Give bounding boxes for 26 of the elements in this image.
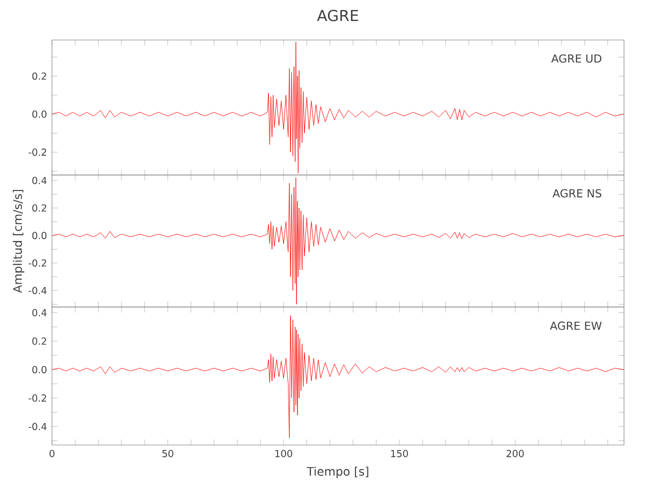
y-tick-label: -0.2 xyxy=(28,259,46,267)
x-tick-label: 150 xyxy=(391,450,408,458)
y-tick-label: -0.4 xyxy=(28,422,47,430)
y-tick-label: -0.4 xyxy=(28,286,47,294)
y-tick-label: 0.0 xyxy=(32,110,46,118)
annotation: AGRE EW xyxy=(550,322,602,330)
annotation: AGRE UD xyxy=(551,54,602,63)
y-tick-label: 0.4 xyxy=(32,309,47,316)
x-tick-label: 200 xyxy=(506,450,524,458)
y-tick-label: 0.2 xyxy=(32,204,46,212)
line-series xyxy=(52,315,624,438)
y-tick-label: 0.0 xyxy=(32,366,46,374)
line-series xyxy=(52,178,624,304)
y-tick-label: -0.2 xyxy=(28,394,46,402)
x-tick-label: 100 xyxy=(275,450,292,458)
chart-title: AGRE xyxy=(317,10,358,22)
y-axis-title: Amplitud [cm/s/s] xyxy=(12,190,24,293)
x-axis-title: Tiempo [s] xyxy=(306,466,368,478)
x-tick-label: 0 xyxy=(50,450,54,458)
y-tick-label: 0.2 xyxy=(32,72,46,80)
x-tick-label: 50 xyxy=(162,450,174,458)
y-tick-label: 0.4 xyxy=(32,176,47,184)
y-tick-label: -0.2 xyxy=(28,148,46,156)
y-tick-label: 0.2 xyxy=(32,337,46,345)
annotation: AGRE NS xyxy=(552,189,602,198)
y-tick-label: 0.0 xyxy=(32,232,46,240)
